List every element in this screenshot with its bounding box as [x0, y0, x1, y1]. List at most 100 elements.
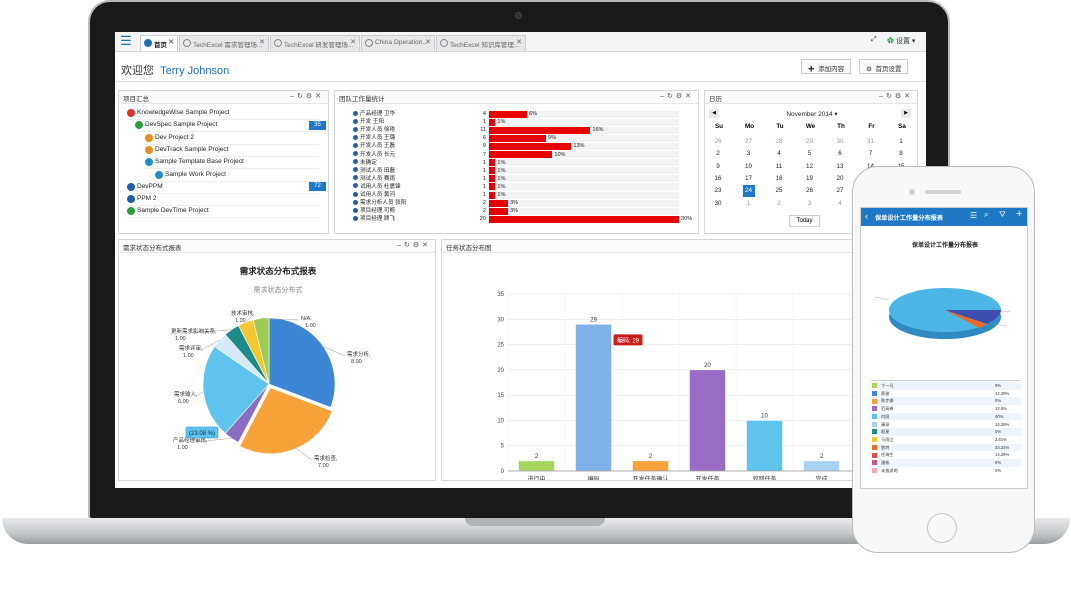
member-link[interactable]: 未确定 — [353, 159, 377, 167]
expand-icon[interactable] — [353, 191, 358, 197]
task-bar[interactable] — [632, 460, 669, 472]
calendar-day[interactable]: 4 — [777, 150, 781, 158]
calendar-day[interactable]: 12 — [805, 162, 813, 170]
calendar-day[interactable]: 29 — [805, 138, 813, 145]
expand-icon[interactable] — [353, 167, 358, 173]
member-link[interactable]: 测试人员 赛雨 — [353, 175, 395, 183]
calendar-day[interactable]: 3 — [746, 150, 751, 158]
panel-controls[interactable]: ‒↻⚙✕ — [290, 93, 324, 100]
tab-development[interactable]: TechExcel 研发管理场... ✕ — [270, 35, 360, 51]
tab-china-operation[interactable]: China Operation... ✕ — [361, 35, 435, 51]
expand-icon[interactable] — [353, 199, 358, 205]
panel-controls[interactable]: ‒↻⚙✕ — [879, 93, 913, 100]
project-item[interactable]: Sample Template Base Project — [145, 156, 325, 168]
calendar-day[interactable]: 8 — [899, 150, 903, 158]
member-link[interactable]: 产品经理 卫华 — [353, 110, 395, 118]
project-item[interactable]: KnowledgeWise Sample Project — [127, 107, 307, 119]
tab-knowledge[interactable]: TechExcel 知识库管理... ✕ — [436, 35, 526, 51]
member-link[interactable]: 项目经理 可鲸 — [353, 207, 395, 215]
member-link[interactable]: 测试人员 田磊 — [353, 167, 395, 175]
expand-icon[interactable] — [353, 207, 358, 213]
back-icon[interactable]: ‹ — [865, 211, 868, 221]
pie-slice[interactable] — [239, 387, 333, 455]
project-item[interactable]: Dev Project 2 — [145, 132, 325, 144]
close-icon[interactable]: ✕ — [425, 39, 431, 46]
calendar-day[interactable]: 2 — [716, 150, 720, 158]
calendar-day[interactable]: 11 — [775, 162, 783, 170]
expand-icon[interactable] — [353, 159, 358, 165]
member-link[interactable]: 开发人员 王璐 — [353, 134, 395, 142]
hamburger-menu-icon[interactable]: ☰ — [120, 33, 132, 48]
search-icon[interactable]: ⌕ — [984, 210, 989, 219]
next-month-icon[interactable]: ▶ — [901, 109, 911, 118]
task-bar[interactable] — [575, 324, 612, 472]
workload-bar[interactable] — [489, 118, 496, 126]
close-icon[interactable]: ✕ — [516, 39, 522, 46]
calendar-day[interactable]: 25 — [775, 187, 783, 195]
workload-bar[interactable] — [489, 159, 496, 167]
workload-bar[interactable] — [489, 175, 496, 183]
calendar-day[interactable]: 27 — [744, 138, 752, 145]
calendar-day[interactable]: 24 — [742, 185, 755, 198]
calendar-day[interactable]: 30 — [714, 199, 722, 207]
expand-icon[interactable] — [353, 118, 358, 124]
user-name[interactable]: Terry Johnson — [160, 65, 230, 77]
calendar-day[interactable]: 18 — [775, 174, 783, 182]
project-item[interactable]: Sample DevTime Project — [127, 205, 307, 217]
prev-month-icon[interactable]: ◀ — [709, 109, 719, 118]
workload-bar[interactable] — [489, 110, 527, 118]
member-link[interactable]: 需求分析人员 张阳 — [353, 199, 406, 207]
member-link[interactable]: 开发 王阳 — [353, 118, 384, 126]
member-link[interactable]: 试用人员 杜震锋 — [353, 183, 401, 191]
calendar-day[interactable]: 26 — [805, 187, 813, 195]
calendar-day[interactable]: 23 — [714, 187, 722, 195]
workload-bar[interactable] — [489, 126, 591, 134]
calendar-day[interactable]: 20 — [836, 174, 844, 182]
workload-bar[interactable] — [489, 183, 496, 191]
project-item[interactable]: DevPPM 72 — [127, 181, 326, 193]
calendar-day[interactable]: 17 — [744, 174, 752, 182]
expand-icon[interactable] — [353, 134, 358, 140]
calendar-day[interactable]: 13 — [836, 162, 844, 170]
expand-icon[interactable] — [353, 215, 358, 221]
workload-bar[interactable] — [489, 142, 572, 150]
panel-controls[interactable]: ‒↻⚙✕ — [660, 93, 694, 100]
tab-home[interactable]: 首页 ✕ — [140, 35, 178, 51]
calendar-day[interactable]: 1 — [899, 138, 903, 145]
project-item[interactable]: Sample Work Project — [155, 169, 335, 181]
expand-icon[interactable] — [353, 126, 358, 132]
member-link[interactable]: 开发人员 徐艳 — [353, 126, 395, 134]
expand-icon[interactable] — [353, 110, 358, 116]
calendar-day[interactable]: 9 — [716, 162, 720, 170]
calendar-day[interactable]: 4 — [838, 199, 842, 207]
expand-icon[interactable] — [353, 175, 358, 181]
filter-icon[interactable]: ⛛ — [999, 210, 1006, 219]
calendar-day[interactable]: 6 — [838, 150, 842, 158]
calendar-day[interactable]: 19 — [805, 174, 813, 182]
workload-bar[interactable] — [489, 167, 496, 175]
calendar-day[interactable]: 26 — [714, 138, 722, 145]
add-icon[interactable]: + — [1016, 208, 1023, 220]
project-item[interactable]: PPM 2 — [127, 193, 307, 205]
calendar-day[interactable]: 31 — [866, 138, 874, 145]
member-link[interactable]: 开发人员 王磊 — [353, 142, 395, 150]
calendar-day[interactable]: 10 — [744, 162, 752, 170]
home-settings-button[interactable]: ⚙ 首页设置 — [859, 59, 909, 74]
workload-bar[interactable] — [489, 199, 508, 207]
pie-slice[interactable] — [252, 317, 270, 385]
close-icon[interactable]: ✕ — [259, 39, 265, 46]
member-link[interactable]: 试用人员 黄河 — [353, 191, 395, 199]
close-icon[interactable]: ✕ — [168, 39, 174, 46]
calendar-day[interactable]: 2 — [777, 199, 781, 207]
workload-bar[interactable] — [489, 215, 679, 223]
project-item[interactable]: DevSpec Sample Project 35 — [135, 119, 326, 131]
calendar-day[interactable]: 28 — [775, 138, 783, 145]
add-content-button[interactable]: ✚ 添加内容 — [801, 59, 852, 74]
calendar-month[interactable]: November 2014 ▾ — [786, 111, 838, 118]
tab-requirements[interactable]: TechExcel 需求管理场... ✕ — [179, 35, 269, 51]
task-bar[interactable] — [689, 369, 726, 472]
panel-controls[interactable]: ‒↻⚙✕ — [397, 242, 431, 249]
pie-slice[interactable] — [202, 346, 270, 434]
expand-icon[interactable] — [353, 183, 358, 189]
close-icon[interactable]: ✕ — [350, 39, 356, 46]
